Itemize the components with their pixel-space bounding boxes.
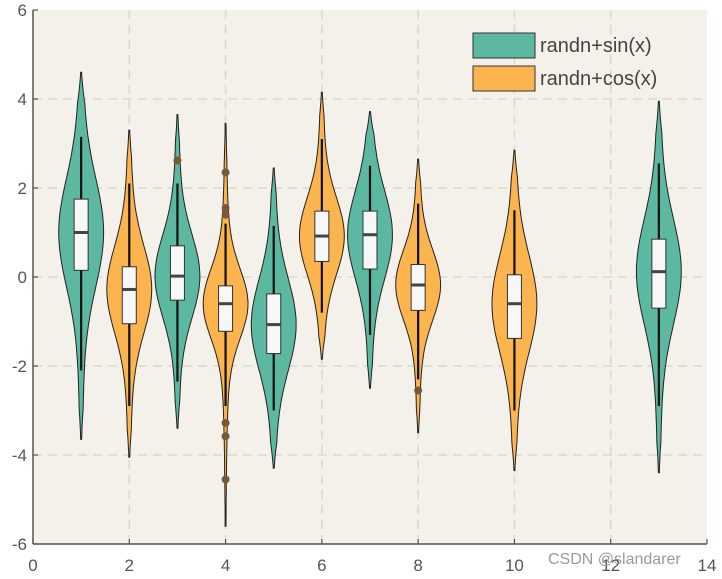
x-tick-label: 12: [601, 556, 620, 575]
violin-box: [651, 238, 667, 309]
axes: -6 -4 -2 0 2 4 6 0 2 4 6 8 10 12 14: [12, 1, 717, 575]
outlier-point: [221, 168, 230, 177]
violin-box: [218, 285, 234, 332]
x-tick-label: 4: [221, 556, 230, 575]
violin-3: [154, 114, 201, 429]
violin-box: [362, 210, 378, 270]
violins: [58, 71, 682, 527]
x-tick-label: 2: [125, 556, 134, 575]
x-tick-label: 14: [698, 556, 717, 575]
x-tick-label: 8: [413, 556, 422, 575]
violin-6: [298, 91, 345, 360]
y-tick-label: -6: [12, 535, 27, 554]
legend-swatch-2: [472, 65, 536, 92]
y-tick-label: 2: [18, 179, 27, 198]
legend-label-2: randn+cos(x): [540, 68, 657, 90]
legend-label-1: randn+sin(x): [540, 35, 652, 57]
violin-box: [73, 198, 89, 271]
x-tick-label: 0: [28, 556, 37, 575]
outlier-point: [414, 386, 423, 395]
violin-9: [491, 149, 538, 472]
outlier-point: [173, 156, 182, 165]
violin-7: [347, 111, 393, 389]
legend-swatch-1: [472, 32, 536, 59]
outlier-point: [221, 432, 230, 441]
violin-box: [121, 266, 137, 325]
outlier-point: [221, 204, 230, 213]
violin-10: [635, 100, 682, 474]
y-tick-label: -4: [12, 446, 27, 465]
violin-4: [202, 123, 249, 527]
outlier-point: [221, 210, 230, 219]
x-tick-label: 10: [505, 556, 524, 575]
y-tick-label: -2: [12, 357, 27, 376]
violin-box: [169, 245, 185, 301]
violin-box: [410, 264, 426, 311]
x-tick-label: 6: [317, 556, 326, 575]
watermark-text: CSDN @slandarer: [548, 551, 681, 568]
outlier-point: [221, 418, 230, 427]
violin-2: [106, 129, 153, 458]
violin-8: [395, 158, 442, 434]
violin-5: [250, 167, 297, 469]
y-tick-label: 6: [18, 1, 27, 20]
violin-box: [506, 274, 522, 339]
legend: randn+sin(x) randn+cos(x): [472, 32, 657, 92]
y-tick-label: 0: [18, 268, 27, 287]
outlier-point: [221, 475, 230, 484]
violin-1: [58, 71, 105, 440]
y-tick-label: 4: [18, 90, 27, 109]
